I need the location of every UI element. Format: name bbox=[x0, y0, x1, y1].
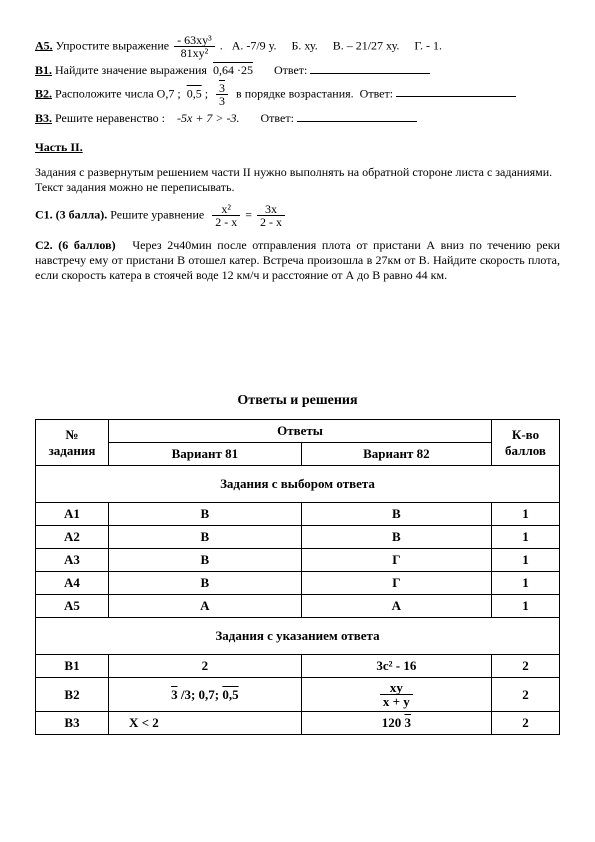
table-row: А3ВГ1 bbox=[36, 549, 560, 572]
table-row: А4ВГ1 bbox=[36, 572, 560, 595]
task-b3: В3. Решите неравенство : -5x + 7 > -3. О… bbox=[35, 111, 560, 126]
task-c2: С2. (6 баллов) Через 2ч40мин после отпра… bbox=[35, 238, 560, 283]
section-header: Задания с выбором ответа bbox=[36, 466, 560, 503]
table-row: В23 /3; 0,7; 0,5xyx + y2 bbox=[36, 678, 560, 712]
table-row: В123с² - 162 bbox=[36, 655, 560, 678]
task-c1: С1. (3 балла). Решите уравнение x²2 - x … bbox=[35, 203, 560, 228]
table-row: В3X < 2120 32 bbox=[36, 712, 560, 735]
part2-instructions: Задания с развернутым решением части II … bbox=[35, 165, 560, 195]
answers-table: № задания Ответы К-во баллов Вариант 81 … bbox=[35, 419, 560, 735]
fraction: - 63xy³ 81xy² bbox=[174, 34, 215, 59]
table-row: А1ВВ1 bbox=[36, 503, 560, 526]
table-row: А5АА1 bbox=[36, 595, 560, 618]
section-header: Задания с указанием ответа bbox=[36, 618, 560, 655]
task-a5: А5. Упростите выражение - 63xy³ 81xy² . … bbox=[35, 34, 560, 59]
text: Упростите выражение bbox=[56, 38, 169, 52]
task-b1: В1. Найдите значение выражения 0,64 ·25 … bbox=[35, 63, 560, 78]
table-row: А2ВВ1 bbox=[36, 526, 560, 549]
label: А5. bbox=[35, 38, 53, 52]
answer-line bbox=[310, 73, 430, 74]
answers-title: Ответы и решения bbox=[35, 393, 560, 409]
answer-line bbox=[396, 96, 516, 97]
part2-header: Часть II. bbox=[35, 140, 560, 155]
answer-line bbox=[297, 121, 417, 122]
task-b2: В2. Расположите числа O,7 ; 0,5 ; 33 в п… bbox=[35, 82, 560, 107]
